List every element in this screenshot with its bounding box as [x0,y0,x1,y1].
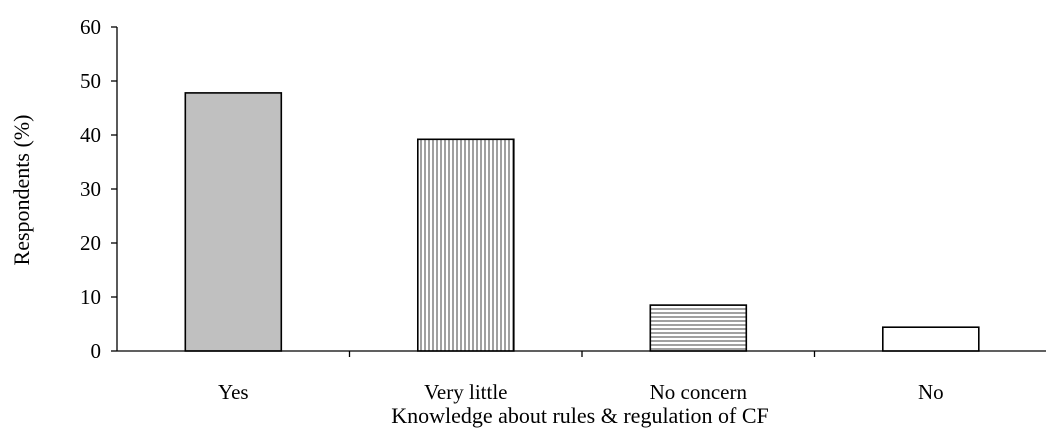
x-category-label: No [918,380,944,404]
bar-very-little [416,138,515,352]
bars-layer [184,92,980,352]
y-axis-title: Respondents (%) [9,115,34,266]
y-tick-label: 40 [80,123,101,147]
x-axis-ticks [348,351,816,357]
y-tick-label: 60 [80,15,101,39]
bar-no [881,326,980,352]
x-axis-category-labels: Yes Very little No concern No [218,380,944,404]
x-axis-title: Knowledge about rules & regulation of CF [391,403,769,428]
bar-yes [184,92,283,352]
y-tick-label: 50 [80,69,101,93]
y-tick-label: 0 [91,339,102,363]
x-category-label: Yes [218,380,249,404]
y-tick-label: 20 [80,231,101,255]
y-tick-label: 10 [80,285,101,309]
bar-no-concern [649,304,748,352]
y-tick-label: 30 [80,177,101,201]
y-axis-ticks: 0 10 20 30 40 50 60 [80,15,117,363]
x-category-label: Very little [424,380,507,404]
x-category-label: No concern [650,380,748,404]
